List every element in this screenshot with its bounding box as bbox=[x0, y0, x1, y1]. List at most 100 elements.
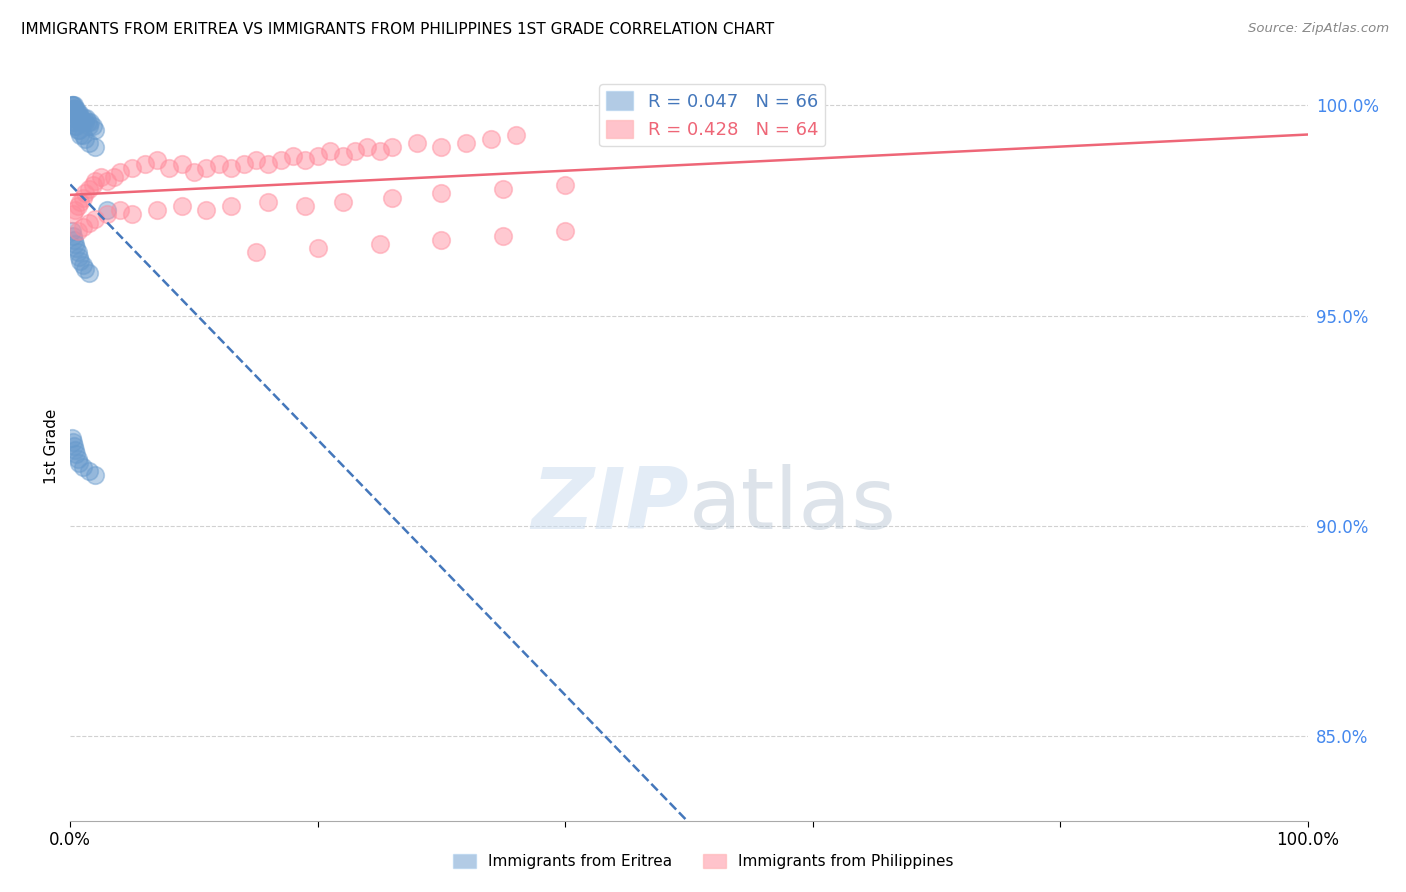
Point bbox=[66, 106, 89, 120]
Point bbox=[62, 111, 84, 125]
Point bbox=[63, 98, 86, 112]
Point bbox=[72, 115, 94, 129]
Point bbox=[60, 106, 83, 120]
Point bbox=[307, 148, 329, 162]
Point bbox=[405, 136, 427, 150]
Text: ZIP: ZIP bbox=[531, 465, 689, 548]
Point bbox=[79, 115, 101, 129]
Point bbox=[219, 161, 242, 176]
Point bbox=[77, 267, 100, 281]
Point bbox=[72, 460, 94, 475]
Point bbox=[62, 102, 84, 116]
Point bbox=[108, 165, 131, 179]
Point bbox=[65, 106, 87, 120]
Point bbox=[63, 102, 86, 116]
Point bbox=[183, 165, 205, 179]
Point bbox=[66, 245, 89, 260]
Point bbox=[294, 153, 316, 167]
Point bbox=[492, 228, 515, 243]
Text: Source: ZipAtlas.com: Source: ZipAtlas.com bbox=[1249, 22, 1389, 36]
Point bbox=[60, 224, 83, 238]
Point bbox=[77, 182, 100, 196]
Point bbox=[65, 102, 87, 116]
Point bbox=[96, 203, 118, 218]
Point bbox=[65, 119, 87, 133]
Point bbox=[77, 216, 100, 230]
Point bbox=[281, 148, 304, 162]
Point bbox=[430, 140, 453, 154]
Point bbox=[332, 194, 354, 209]
Point bbox=[67, 111, 90, 125]
Point bbox=[479, 132, 502, 146]
Point bbox=[75, 111, 97, 125]
Point bbox=[67, 250, 90, 264]
Point bbox=[195, 203, 218, 218]
Point bbox=[63, 111, 86, 125]
Point bbox=[356, 140, 378, 154]
Point bbox=[492, 182, 515, 196]
Point bbox=[62, 102, 84, 116]
Point bbox=[505, 128, 527, 142]
Point bbox=[134, 157, 156, 171]
Point bbox=[257, 157, 280, 171]
Point bbox=[66, 451, 89, 466]
Point bbox=[219, 199, 242, 213]
Point bbox=[63, 115, 86, 129]
Point bbox=[70, 111, 93, 125]
Point bbox=[73, 111, 96, 125]
Point bbox=[381, 140, 404, 154]
Point bbox=[62, 434, 84, 449]
Point bbox=[77, 136, 100, 150]
Point bbox=[62, 98, 84, 112]
Point bbox=[77, 464, 100, 478]
Point bbox=[84, 468, 107, 483]
Point bbox=[332, 148, 354, 162]
Point bbox=[82, 178, 104, 192]
Point bbox=[245, 245, 267, 260]
Point bbox=[430, 233, 453, 247]
Point bbox=[84, 140, 107, 154]
Point bbox=[270, 153, 292, 167]
Point bbox=[121, 161, 143, 176]
Point bbox=[66, 111, 89, 125]
Point bbox=[430, 186, 453, 201]
Point bbox=[65, 241, 87, 255]
Point bbox=[108, 203, 131, 218]
Point bbox=[121, 207, 143, 221]
Point bbox=[75, 262, 97, 277]
Point bbox=[319, 145, 342, 159]
Point bbox=[257, 194, 280, 209]
Point bbox=[84, 174, 107, 188]
Point bbox=[65, 447, 87, 461]
Point bbox=[67, 123, 90, 137]
Point bbox=[146, 203, 169, 218]
Point bbox=[72, 191, 94, 205]
Point bbox=[96, 174, 118, 188]
Point bbox=[62, 207, 84, 221]
Point bbox=[66, 224, 89, 238]
Point bbox=[63, 106, 86, 120]
Point bbox=[170, 157, 193, 171]
Point bbox=[69, 111, 91, 125]
Y-axis label: 1st Grade: 1st Grade bbox=[44, 409, 59, 483]
Legend: Immigrants from Eritrea, Immigrants from Philippines: Immigrants from Eritrea, Immigrants from… bbox=[447, 848, 959, 875]
Text: IMMIGRANTS FROM ERITREA VS IMMIGRANTS FROM PHILIPPINES 1ST GRADE CORRELATION CHA: IMMIGRANTS FROM ERITREA VS IMMIGRANTS FR… bbox=[21, 22, 775, 37]
Point bbox=[77, 119, 100, 133]
Point bbox=[69, 253, 91, 268]
Point bbox=[195, 161, 218, 176]
Point bbox=[69, 115, 91, 129]
Point bbox=[65, 102, 87, 116]
Point bbox=[62, 115, 84, 129]
Point bbox=[245, 153, 267, 167]
Point bbox=[63, 439, 86, 453]
Point bbox=[75, 186, 97, 201]
Point bbox=[307, 241, 329, 255]
Point bbox=[69, 194, 91, 209]
Point bbox=[84, 123, 107, 137]
Legend: R = 0.047   N = 66, R = 0.428   N = 64: R = 0.047 N = 66, R = 0.428 N = 64 bbox=[599, 84, 825, 146]
Point bbox=[72, 220, 94, 235]
Point bbox=[343, 145, 366, 159]
Point bbox=[76, 115, 98, 129]
Point bbox=[554, 178, 576, 192]
Point bbox=[60, 98, 83, 112]
